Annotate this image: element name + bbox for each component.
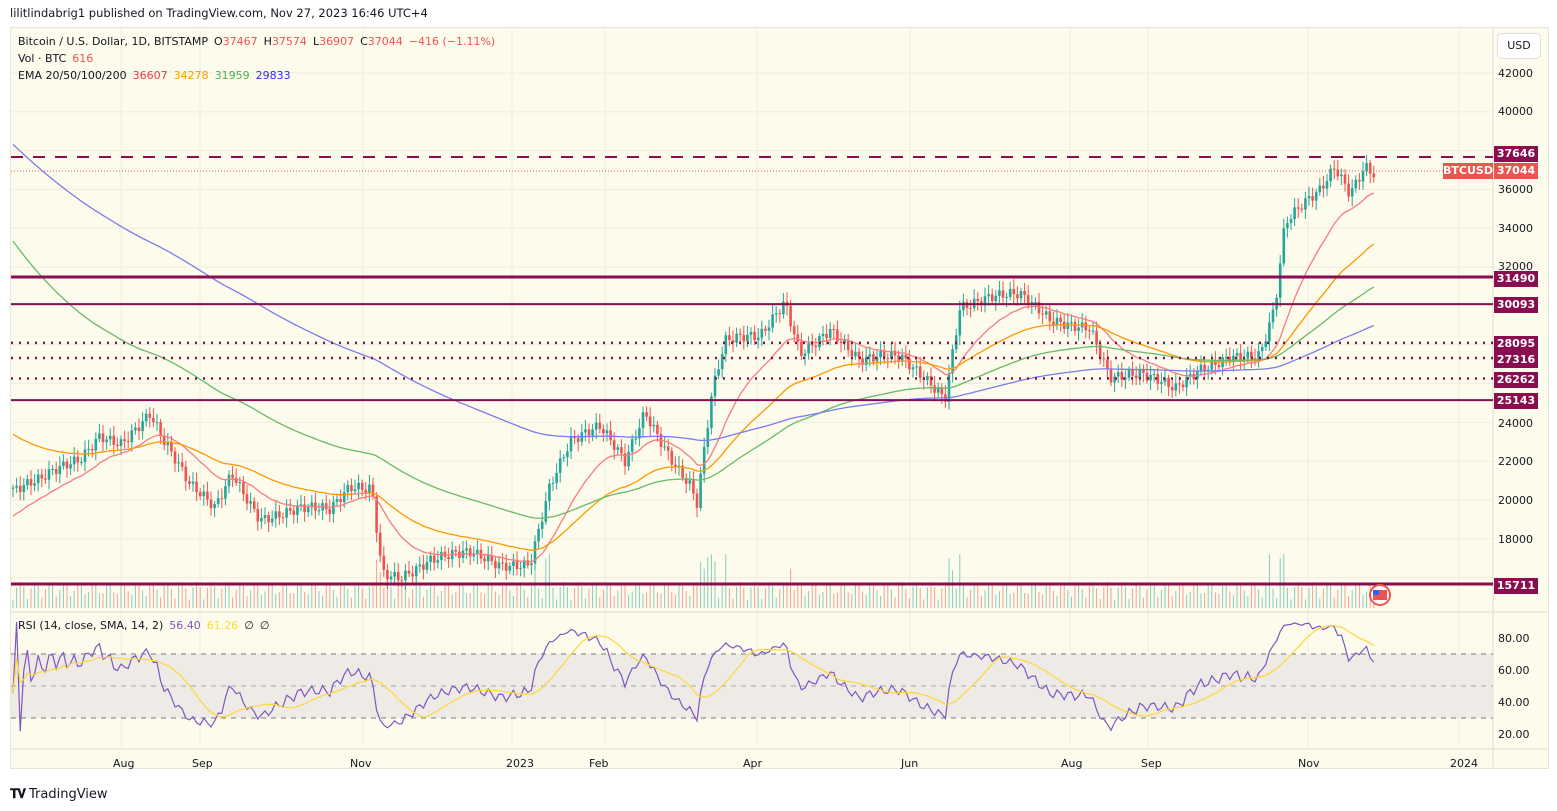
level-tag-26262: 26262: [1494, 372, 1538, 388]
time-label: Apr: [743, 757, 763, 770]
rsi-value: 56.40: [169, 619, 201, 632]
level-tag-37646: 37646: [1494, 146, 1538, 162]
ema100-value: 31959: [214, 69, 250, 82]
time-label: Jun: [901, 757, 919, 770]
ema20-value: 36607: [132, 69, 168, 82]
time-label: 2023: [506, 757, 534, 770]
low-value: 36907: [319, 35, 355, 48]
time-label: Sep: [1141, 757, 1162, 770]
time-label: Aug: [113, 757, 135, 770]
ema200-value: 29833: [255, 69, 291, 82]
rsi-tick: 40.00: [1498, 696, 1530, 709]
price-tick: 20000: [1498, 494, 1533, 507]
tradingview-logo-icon: 𝐓𝐕: [10, 787, 26, 802]
price-tick: 24000: [1498, 417, 1533, 430]
rsi-sma-value: 61.26: [206, 619, 239, 632]
level-tag-30093: 30093: [1494, 297, 1538, 313]
rsi-legend: RSI (14, close, SMA, 14, 2) 56.40 61.26 ∅ ∅: [18, 619, 270, 632]
level-tag-25143: 25143: [1494, 393, 1538, 409]
rsi-tick: 80.00: [1498, 632, 1530, 645]
rsi-tick: 20.00: [1498, 728, 1530, 741]
price-tick: 36000: [1498, 183, 1533, 196]
time-label: Sep: [192, 757, 213, 770]
time-label: Feb: [589, 757, 609, 770]
price-tick: 22000: [1498, 455, 1533, 468]
time-label: Aug: [1061, 757, 1083, 770]
price-tick: 42000: [1498, 67, 1533, 80]
ema50-value: 34278: [173, 69, 209, 82]
rsi-tick: 60.00: [1498, 664, 1530, 677]
time-label: 2024: [1450, 757, 1478, 770]
change-value: −416 (−1.11%): [408, 35, 496, 48]
ema-legend: EMA 20/50/100/200 36607 34278 31959 29833: [18, 69, 291, 82]
open-value: 37467: [222, 35, 258, 48]
price-tick: 40000: [1498, 105, 1533, 118]
level-tag-28095: 28095: [1494, 336, 1538, 352]
close-value: 37044: [367, 35, 403, 48]
level-tag-15711: 15711: [1494, 578, 1538, 594]
volume-legend: Vol · BTC 616: [18, 52, 94, 65]
tradingview-logo[interactable]: 𝐓𝐕 TradingView: [10, 787, 108, 802]
last-price-tag: 37044: [1494, 163, 1538, 179]
published-line: lilitlindabrig1 published on TradingView…: [10, 6, 428, 20]
symbol-name: Bitcoin / U.S. Dollar, 1D, BITSTAMP: [18, 35, 208, 48]
time-label: Nov: [1298, 757, 1320, 770]
high-value: 37574: [271, 35, 307, 48]
price-tick: 34000: [1498, 222, 1533, 235]
price-tick: 32000: [1498, 260, 1533, 273]
price-tick: 18000: [1498, 533, 1533, 546]
volume-value: 616: [72, 52, 94, 65]
symbol-legend: Bitcoin / U.S. Dollar, 1D, BITSTAMP O3746…: [18, 35, 496, 48]
time-label: Nov: [350, 757, 372, 770]
currency-button[interactable]: USD: [1497, 33, 1541, 59]
level-tag-27316: 27316: [1494, 352, 1538, 368]
symbol-tag: BTCUSD: [1443, 163, 1493, 179]
level-tag-31490: 31490: [1494, 271, 1538, 287]
